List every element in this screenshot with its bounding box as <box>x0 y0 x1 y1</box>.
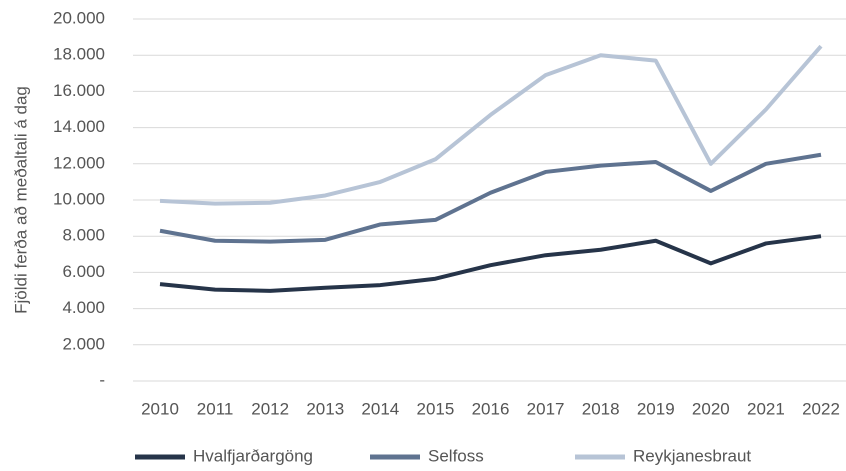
x-tick-label: 2021 <box>747 399 785 418</box>
y-tick-label: 10.000 <box>53 189 105 208</box>
line-series <box>159 44 823 206</box>
legend-label: Hvalfjarðargöng <box>193 446 313 465</box>
y-tick-label: 4.000 <box>62 298 105 317</box>
y-tick-label: 14.000 <box>53 117 105 136</box>
x-tick-label: 2022 <box>802 399 840 418</box>
x-tick-label: 2016 <box>472 399 510 418</box>
x-tick-label: 2012 <box>251 399 289 418</box>
legend-label: Reykjanesbraut <box>633 446 751 465</box>
y-tick-label: 20.000 <box>53 8 105 27</box>
x-tick-label: 2020 <box>692 399 730 418</box>
y-tick-label: - <box>99 370 105 389</box>
line-series <box>159 234 822 293</box>
y-tick-label: 16.000 <box>53 81 105 100</box>
y-tick-label: 12.000 <box>53 153 105 172</box>
y-tick-label: 2.000 <box>62 334 105 353</box>
line-series <box>159 152 822 244</box>
x-tick-label: 2015 <box>417 399 455 418</box>
x-tick-label: 2011 <box>197 399 234 418</box>
legend-label: Selfoss <box>428 446 484 465</box>
x-tick-label: 2010 <box>141 399 179 418</box>
x-tick-label: 2014 <box>361 399 399 418</box>
x-tick-label: 2018 <box>582 399 620 418</box>
x-tick-label: 2019 <box>637 399 675 418</box>
x-tick-label: 2013 <box>306 399 344 418</box>
y-axis-label: Fjöldi ferða að meðaltali á dag <box>11 86 30 314</box>
y-tick-label: 18.000 <box>53 45 105 64</box>
y-tick-label: 8.000 <box>62 226 105 245</box>
x-tick-label: 2017 <box>527 399 565 418</box>
y-tick-label: 6.000 <box>62 262 105 281</box>
